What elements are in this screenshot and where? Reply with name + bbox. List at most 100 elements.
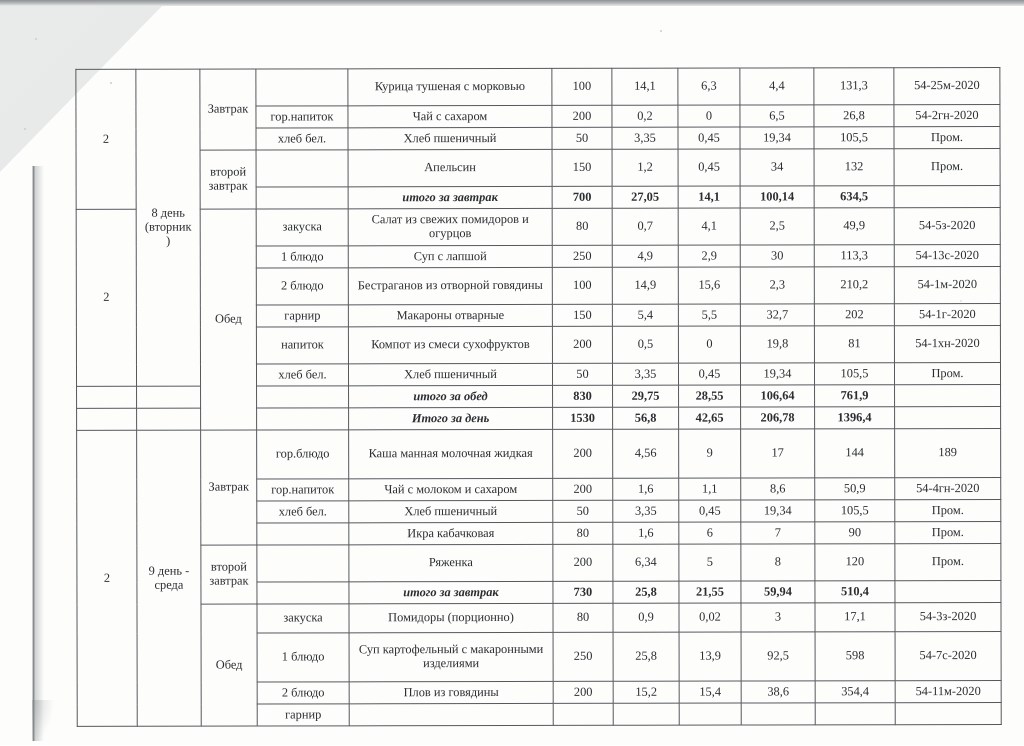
protein-cell: 0,9 — [612, 603, 680, 633]
calories-cell: 26,8 — [813, 104, 894, 127]
output-grams-cell: 200 — [552, 478, 613, 501]
output-grams-cell: 50 — [552, 363, 613, 386]
calories-cell: 202 — [814, 303, 895, 326]
carbohydrate-cell: 8 — [740, 543, 815, 582]
meal-cell: второй завтрак — [200, 150, 257, 210]
dish-name-cell: Суп с лапшой — [348, 245, 553, 268]
meal-cell: второй завтрак — [200, 545, 257, 605]
dish-name-cell: Салат из свежих помидоров и огурцов — [348, 208, 553, 246]
recipe-code-cell: Пром. — [894, 543, 1001, 581]
dish-name-cell: Плов из говядины — [349, 681, 554, 704]
category-cell: закуска — [256, 603, 350, 634]
recipe-code-cell: 54-1хн-2020 — [894, 325, 1001, 363]
recipe-code-cell: 54-3з-2020 — [894, 602, 1002, 632]
protein-cell: 5,4 — [612, 304, 679, 327]
output-grams-cell: 100 — [552, 267, 613, 305]
carbohydrate-cell: 3 — [740, 602, 816, 633]
recipe-code-cell: 54-1м-2020 — [894, 266, 1001, 304]
output-grams-cell: 80 — [552, 208, 613, 246]
dish-name-cell: Чай с молоком и сахаром — [348, 478, 553, 501]
carbohydrate-cell: 92,5 — [741, 631, 816, 682]
recipe-code-cell: Пром. — [894, 148, 1001, 186]
scanner-top-bar — [0, 0, 1024, 6]
category-cell — [256, 186, 349, 210]
carbohydrate-cell: 30 — [740, 244, 815, 268]
protein-cell: 6,34 — [612, 544, 679, 582]
protein-cell: 25,8 — [613, 632, 680, 682]
protein-cell: 14,1 — [611, 68, 678, 106]
protein-cell: 14,9 — [612, 267, 679, 305]
fat-cell: 6 — [678, 522, 741, 545]
page-left-edge — [32, 166, 35, 741]
output-grams-cell: 80 — [552, 603, 614, 633]
recipe-code-cell: 54-13с-2020 — [894, 244, 1001, 267]
protein-cell: 1,6 — [612, 478, 679, 501]
fat-cell: 4,1 — [678, 208, 741, 246]
category-cell: 2 блюдо — [256, 267, 349, 306]
fat-cell: 15,6 — [678, 267, 741, 305]
output-grams-cell: 250 — [552, 245, 613, 268]
calories-cell: 510,4 — [814, 580, 895, 603]
fat-cell: 0,45 — [678, 500, 741, 523]
output-grams-cell: 50 — [551, 127, 613, 150]
recipe-code-cell — [894, 185, 1001, 208]
dish-name-cell: Курица тушеная с морковью — [347, 68, 552, 106]
day-number-cell — [76, 408, 137, 431]
recipe-code-cell: Пром. — [893, 126, 1001, 149]
protein-cell: 3,35 — [612, 500, 679, 523]
carbohydrate-cell: 17 — [740, 428, 815, 479]
dish-name-cell: Макароны отварные — [348, 304, 553, 327]
dish-name-cell: Каша манная молочная жидкая — [348, 429, 553, 479]
fat-cell: 2,9 — [678, 245, 741, 268]
calories-cell: 210,2 — [814, 266, 895, 304]
fat-cell: 0 — [678, 326, 741, 364]
output-grams-cell: 200 — [552, 429, 613, 479]
calories-cell: 761,9 — [814, 384, 895, 407]
recipe-code-cell: Пром. — [894, 499, 1001, 522]
day-number-cell — [76, 386, 137, 409]
output-grams-cell: 200 — [552, 544, 613, 582]
protein-cell: 15,2 — [613, 681, 680, 704]
protein-cell: 29,75 — [612, 385, 679, 408]
total-label-cell: Итого за день — [348, 407, 553, 430]
output-grams-cell: 200 — [552, 326, 613, 364]
category-cell: закуска — [256, 208, 349, 247]
recipe-code-cell — [894, 580, 1001, 603]
output-grams-cell: 1530 — [552, 407, 613, 430]
day-number-cell: 2 — [76, 430, 138, 727]
carbohydrate-cell — [741, 702, 816, 726]
category-cell — [255, 68, 348, 107]
carbohydrate-cell: 7 — [740, 521, 815, 545]
dish-name-cell: Хлеб пшеничный — [348, 500, 553, 523]
calories-cell — [815, 702, 896, 725]
calories-cell: 90 — [814, 521, 895, 544]
carbohydrate-cell: 19,34 — [739, 126, 815, 150]
output-grams-cell: 80 — [552, 522, 613, 545]
dish-name-cell: Икра кабачковая — [348, 522, 553, 545]
meal-cell: Завтрак — [199, 69, 257, 151]
output-grams-cell: 50 — [552, 500, 613, 523]
table-row: второй завтрак Ряженка 200 6,34 5 8 120 Пром. — [77, 543, 1001, 605]
calories-cell: 131,3 — [813, 67, 894, 105]
output-grams-cell: 200 — [551, 105, 612, 128]
dish-name-cell: Хлеб пшеничный — [348, 363, 553, 386]
day-name-cell — [136, 408, 201, 431]
carbohydrate-cell: 106,64 — [740, 384, 815, 408]
carbohydrate-cell: 206,78 — [740, 406, 815, 430]
recipe-code-cell: 54-2гн-2020 — [893, 104, 1000, 127]
category-cell: напиток — [256, 326, 349, 365]
fat-cell: 5,5 — [678, 304, 741, 327]
category-cell: гарнир — [257, 703, 350, 727]
carbohydrate-cell: 19,34 — [740, 499, 815, 523]
recipe-code-cell: 189 — [894, 428, 1001, 478]
fat-cell: 9 — [678, 429, 741, 479]
total-label-cell: итого за завтрак — [348, 581, 553, 604]
category-cell — [256, 149, 349, 188]
carbohydrate-cell: 19,34 — [740, 362, 815, 386]
day-name-cell: 9 день - среда — [136, 430, 202, 727]
dish-name-cell: Чай с сахаром — [347, 105, 552, 128]
